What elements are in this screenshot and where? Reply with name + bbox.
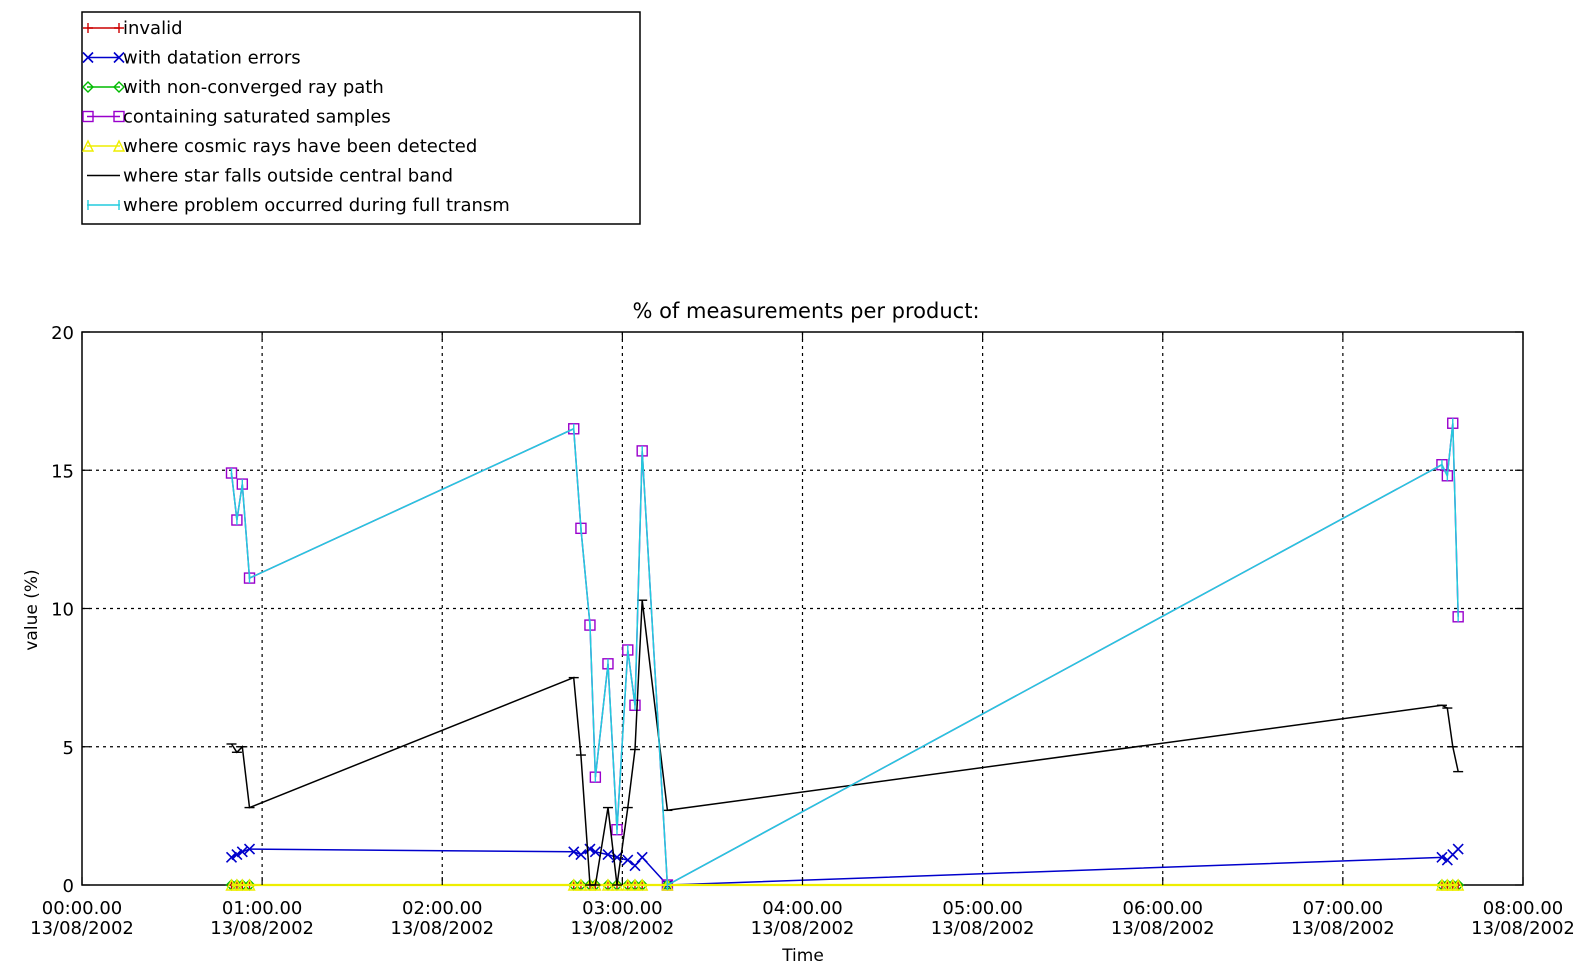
x-tick-label-time: 04:00.00 <box>762 898 843 919</box>
legend-swatch-marker <box>82 51 94 64</box>
x-tick-label-time: 01:00.00 <box>222 898 303 919</box>
data-point <box>236 846 248 858</box>
series-group <box>225 417 1465 891</box>
y-tick-label: 5 <box>63 738 74 759</box>
data-point <box>243 878 256 891</box>
legend-item: where star falls outside central band <box>87 166 453 187</box>
x-axis-ticks: 00:00.0013/08/200201:00.0013/08/200202:0… <box>30 332 1575 939</box>
legend-swatch-marker <box>81 139 95 152</box>
data-point <box>636 878 649 891</box>
x-tick-label-time: 00:00.00 <box>42 898 123 919</box>
data-point <box>1452 843 1464 855</box>
x-tick-label-date: 13/08/2002 <box>1291 918 1395 939</box>
legend-item: where problem occurred during full trans… <box>87 195 510 216</box>
legend-swatch-marker <box>113 81 125 93</box>
legend-label: where problem occurred during full trans… <box>123 195 510 216</box>
legend-item: invalid <box>83 18 183 39</box>
x-tick-label-time: 07:00.00 <box>1303 898 1384 919</box>
legend-label: where star falls outside central band <box>123 166 453 187</box>
y-tick-label: 15 <box>51 461 74 482</box>
series-line <box>230 423 1459 887</box>
data-point <box>1436 851 1448 863</box>
gridlines <box>82 332 1523 885</box>
legend-swatch-marker <box>82 81 94 93</box>
legend-items: invalid with datation errors with non-conv… <box>81 18 510 216</box>
data-point <box>636 851 648 863</box>
data-point <box>602 849 614 861</box>
legend-item: with datation errors <box>82 48 301 69</box>
data-point <box>628 878 642 891</box>
x-axis-label: Time <box>781 946 824 966</box>
legend-label: containing saturated samples <box>123 107 391 128</box>
data-point <box>622 854 634 866</box>
legend: invalid with datation errors with non-conv… <box>81 11 641 225</box>
legend-label: with non-converged ray path <box>123 77 384 98</box>
legend-swatch-marker <box>83 23 93 33</box>
legend-swatch-marker <box>112 139 126 152</box>
x-tick-label-date: 13/08/2002 <box>931 918 1035 939</box>
legend-swatch-marker <box>113 51 125 64</box>
data-point <box>1452 878 1465 891</box>
series-1 <box>225 843 1464 891</box>
series-6 <box>230 418 1459 890</box>
data-point <box>568 846 580 858</box>
data-point <box>574 878 588 891</box>
data-point <box>243 843 256 855</box>
x-tick-label-date: 13/08/2002 <box>1471 918 1575 939</box>
chart-title: % of measurements per product: <box>632 299 979 323</box>
x-tick-label-date: 13/08/2002 <box>390 918 494 939</box>
legend-label: invalid <box>123 18 183 39</box>
y-tick-label: 20 <box>51 323 74 344</box>
legend-item: with non-converged ray path <box>82 77 384 98</box>
data-point <box>231 849 243 861</box>
y-axis-ticks: 0 5 10 15 20 <box>51 323 1523 897</box>
data-point <box>567 878 580 891</box>
y-tick-label: 0 <box>63 876 74 897</box>
plot-area <box>81 331 1524 891</box>
x-tick-label-date: 13/08/2002 <box>210 918 314 939</box>
legend-item: where cosmic rays have been detected <box>81 136 477 157</box>
x-tick-label-time: 02:00.00 <box>402 898 483 919</box>
x-tick-label-date: 13/08/2002 <box>30 918 134 939</box>
data-point <box>601 878 615 891</box>
x-tick-label-time: 03:00.00 <box>582 898 663 919</box>
x-tick-label-date: 13/08/2002 <box>751 918 855 939</box>
legend-box <box>81 11 641 225</box>
data-point <box>236 878 249 891</box>
x-tick-label-time: 08:00.00 <box>1483 898 1564 919</box>
x-tick-label-date: 13/08/2002 <box>571 918 675 939</box>
y-axis-label: value (%) <box>22 569 42 650</box>
data-point <box>225 851 238 863</box>
legend-swatch-marker <box>82 110 94 123</box>
data-point <box>589 846 601 858</box>
data-point <box>621 878 634 891</box>
data-point <box>575 849 587 861</box>
legend-swatch-marker <box>113 110 125 123</box>
x-tick-label-time: 05:00.00 <box>942 898 1023 919</box>
legend-item: containing saturated samples <box>82 107 391 128</box>
x-tick-label-time: 06:00.00 <box>1123 898 1204 919</box>
y-tick-label: 10 <box>51 600 74 621</box>
series-5 <box>226 599 1464 886</box>
legend-label: where cosmic rays have been detected <box>123 136 477 157</box>
x-tick-label-date: 13/08/2002 <box>1111 918 1215 939</box>
legend-swatch-marker <box>114 23 124 33</box>
legend-label: with datation errors <box>123 48 301 69</box>
